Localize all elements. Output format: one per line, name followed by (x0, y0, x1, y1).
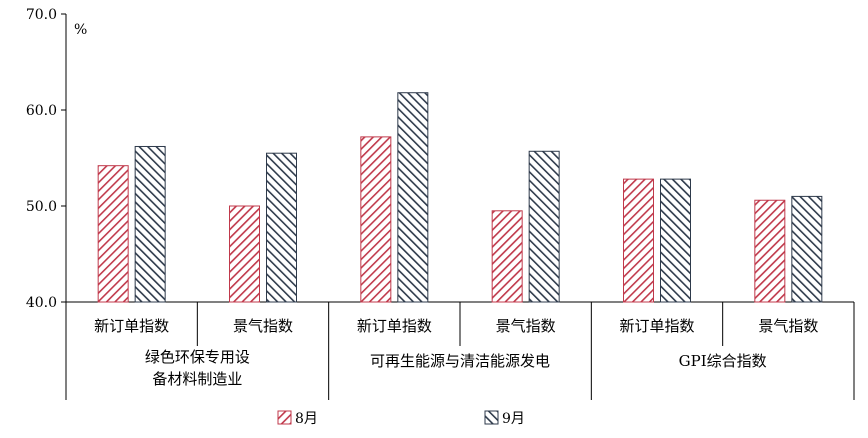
bar (397, 92, 429, 303)
category-label: 新订单指数 (94, 317, 169, 335)
legend: 8月 9月 (277, 410, 525, 427)
bar (97, 165, 129, 303)
legend-label: 8月 (295, 411, 318, 427)
bar (754, 199, 786, 303)
bar (623, 178, 654, 303)
y-tick-label: 50.0 (26, 199, 57, 215)
bar (360, 136, 392, 303)
y-unit-label: % (74, 22, 87, 38)
bar (229, 205, 260, 303)
group-label: 可再生能源与清洁能源发电 (370, 352, 550, 370)
category-label: 景气指数 (233, 317, 293, 335)
y-tick-label: 40.0 (26, 295, 57, 311)
legend-swatch (484, 410, 499, 425)
group-label: 绿色环保专用设 (145, 348, 250, 366)
group-label: 备材料制造业 (152, 370, 242, 388)
y-tick-label: 70.0 (26, 7, 57, 23)
bars (97, 92, 823, 303)
y-tick-label: 60.0 (26, 103, 57, 119)
bar (660, 178, 691, 303)
bar (134, 145, 166, 303)
category-label: 新订单指数 (357, 317, 432, 335)
category-label: 新订单指数 (619, 317, 694, 335)
category-label: 景气指数 (496, 317, 556, 335)
bar (491, 210, 523, 303)
group-label: GPI综合指数 (679, 352, 767, 370)
category-label: 景气指数 (758, 317, 818, 335)
legend-swatch (277, 410, 292, 425)
bar (528, 150, 560, 303)
bar (266, 152, 297, 303)
bar (791, 195, 823, 303)
category-labels: 新订单指数 景气指数 新订单指数 景气指数 新订单指数 景气指数绿色环保专用设备材料制造业… (65, 302, 855, 400)
legend-label: 9月 (502, 411, 525, 427)
